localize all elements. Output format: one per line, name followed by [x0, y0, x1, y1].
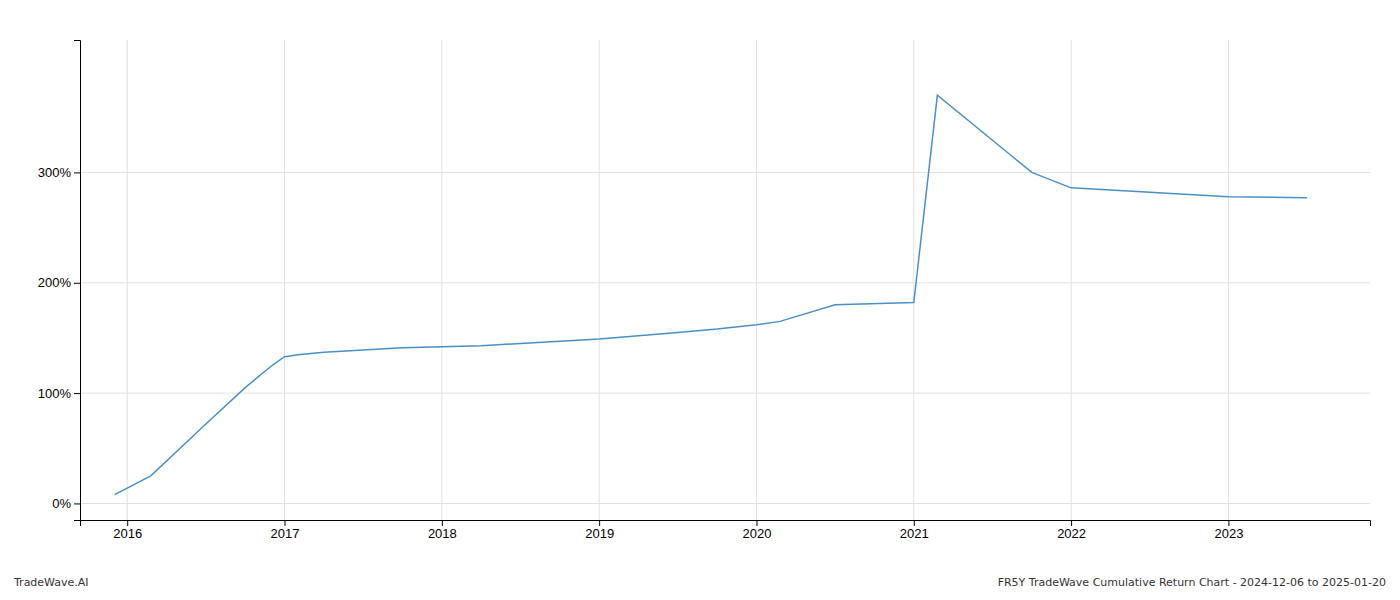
x-tick: 2023	[1214, 520, 1243, 541]
x-tick-mark	[1228, 520, 1229, 526]
grid-line-y	[80, 282, 1370, 283]
x-tick-label: 2020	[743, 526, 772, 541]
marks	[115, 95, 1307, 494]
x-tick: 2017	[271, 520, 300, 541]
x-tick-label: 2023	[1214, 526, 1243, 541]
grid-line-x	[441, 40, 442, 520]
grid-line-x	[756, 40, 757, 520]
x-tick-mark	[285, 520, 286, 526]
x-tick-label: 2019	[585, 526, 614, 541]
grid-line-x	[1071, 40, 1072, 520]
grid-line-y	[80, 393, 1370, 394]
grid-line-x	[284, 40, 285, 520]
chart: 2016 2017 2018 2019 2020 2021 2022 2023 0% 100% 20…	[0, 0, 1400, 600]
y-tick-mark	[74, 283, 80, 284]
y-tick-label: 100%	[38, 386, 72, 401]
y-tick: 0%	[52, 496, 80, 511]
x-axis: 2016 2017 2018 2019 2020 2021 2022 2023	[81, 520, 1371, 541]
y-tick-label: 0%	[52, 496, 71, 511]
x-tick: 2022	[1057, 520, 1086, 541]
x-tick-mark	[442, 520, 443, 526]
x-tick-label: 2017	[271, 526, 300, 541]
y-tick-label: 300%	[38, 165, 72, 180]
x-tick: 2016	[113, 520, 142, 541]
x-tick: 2018	[428, 520, 457, 541]
y-tick-mark	[74, 393, 80, 394]
grid-line-x	[127, 40, 128, 520]
line	[115, 95, 1307, 494]
grid-line-x	[913, 40, 914, 520]
y-tick-mark	[74, 503, 80, 504]
grid-line-x	[1228, 40, 1229, 520]
grid-line-y	[80, 172, 1370, 173]
y-tick: 200%	[38, 275, 80, 290]
axis-line	[81, 521, 1371, 527]
x-tick-label: 2021	[900, 526, 929, 541]
annotation: TradeWave.AI	[13, 576, 89, 589]
annotation: FR5Y TradeWave Cumulative Return Chart -…	[998, 576, 1386, 589]
x-tick-label: 2018	[428, 526, 457, 541]
x-tick-mark	[1071, 520, 1072, 526]
x-tick-label: 2016	[113, 526, 142, 541]
y-axis: 0% 100% 200% 300%	[38, 41, 81, 521]
axis-line	[74, 41, 81, 521]
x-tick-label: 2022	[1057, 526, 1086, 541]
grid-line-x	[599, 40, 600, 520]
y-tick-mark	[74, 172, 80, 173]
x-tick-mark	[914, 520, 915, 526]
y-tick: 100%	[38, 386, 80, 401]
x-tick: 2019	[585, 520, 614, 541]
y-tick-label: 200%	[38, 275, 72, 290]
y-tick: 300%	[38, 165, 80, 180]
grid-line-y	[80, 503, 1370, 504]
x-tick: 2020	[743, 520, 772, 541]
x-tick-mark	[756, 520, 757, 526]
grid	[80, 40, 1370, 520]
plot-area: 2016 2017 2018 2019 2020 2021 2022 2023 0% 100% 20…	[38, 40, 1371, 541]
x-tick-mark	[127, 520, 128, 526]
x-tick: 2021	[900, 520, 929, 541]
x-tick-mark	[599, 520, 600, 526]
